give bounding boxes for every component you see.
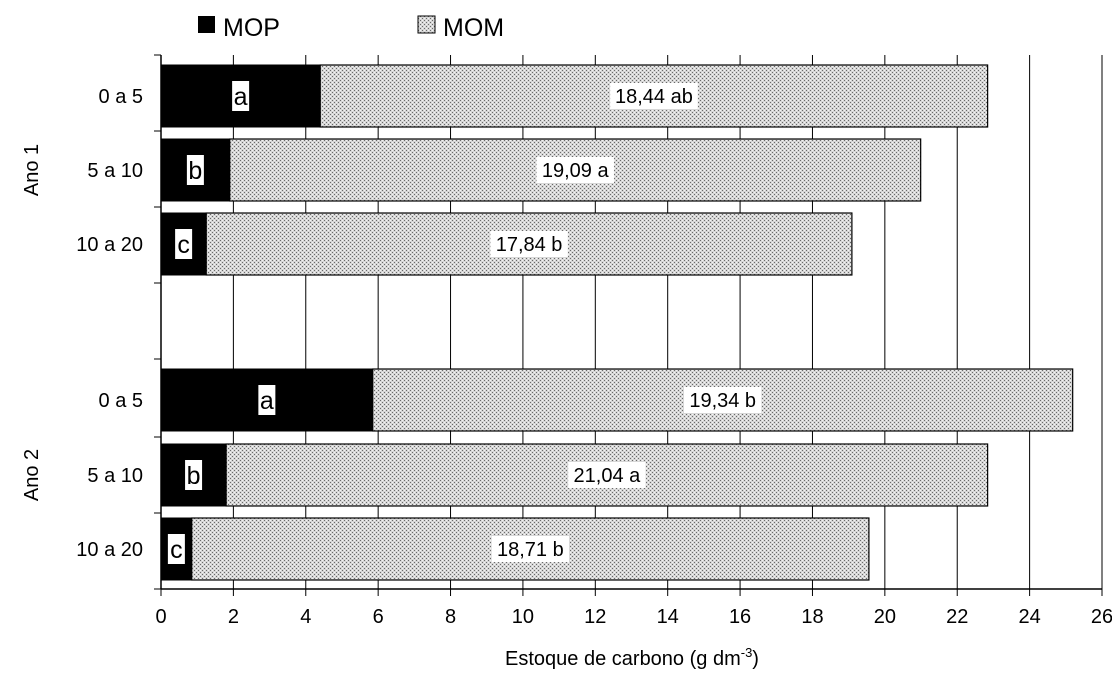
legend-swatch-mom xyxy=(418,16,435,33)
data-label-mop: c xyxy=(170,536,183,564)
x-axis-title: Estoque de carbono (g dm-3) xyxy=(505,645,759,670)
x-tick-label: 22 xyxy=(946,606,968,628)
x-tick-label: 10 xyxy=(512,606,534,628)
data-label-mom: 19,34 b xyxy=(689,390,756,412)
y-category-label: 0 a 5 xyxy=(99,390,143,412)
data-label-mom: 21,04 a xyxy=(574,465,642,487)
x-tick-label: 16 xyxy=(729,606,751,628)
x-tick-label: 2 xyxy=(228,606,239,628)
legend-label-mop: MOP xyxy=(223,14,280,42)
x-tick-label: 0 xyxy=(155,606,166,628)
x-tick-label: 20 xyxy=(874,606,896,628)
x-tick-label: 18 xyxy=(801,606,823,628)
data-label-mop: b xyxy=(187,462,201,490)
data-label-mom: 18,71 b xyxy=(497,539,564,561)
y-category-label: 10 a 20 xyxy=(76,234,143,256)
legend: MOP MOM xyxy=(198,14,504,42)
y-category-label: 5 a 10 xyxy=(87,160,143,182)
axes xyxy=(154,55,1102,596)
data-label-mop: a xyxy=(260,387,274,415)
x-tick-label: 24 xyxy=(1018,606,1040,628)
legend-label-mom: MOM xyxy=(443,14,504,42)
legend-swatch-mop xyxy=(198,16,215,33)
data-label-mom: 18,44 ab xyxy=(615,86,693,108)
x-tick-labels: 0 2 4 6 8 10 12 14 16 18 20 22 24 26 xyxy=(155,606,1112,628)
data-label-mop: a xyxy=(234,83,248,111)
data-label-mom: 17,84 b xyxy=(496,234,563,256)
x-tick-label: 14 xyxy=(657,606,679,628)
group-label: Ano 2 xyxy=(21,449,43,501)
bars: a 18,44 ab b 19,09 a c 17,84 b a 19,34 b b 21,04 … xyxy=(161,65,1073,580)
data-label-mop: c xyxy=(177,231,190,259)
x-tick-label: 6 xyxy=(373,606,384,628)
group-label: Ano 1 xyxy=(21,144,43,196)
x-tick-label: 12 xyxy=(584,606,606,628)
y-category-label: 0 a 5 xyxy=(99,86,143,108)
data-label-mom: 19,09 a xyxy=(542,160,610,182)
y-category-label: 5 a 10 xyxy=(87,465,143,487)
group-labels: Ano 1 Ano 2 xyxy=(21,144,43,501)
grid xyxy=(233,55,1102,589)
x-tick-label: 4 xyxy=(300,606,311,628)
y-category-label: 10 a 20 xyxy=(76,539,143,561)
data-label-mop: b xyxy=(188,157,202,185)
x-tick-label: 26 xyxy=(1091,606,1112,628)
x-tick-label: 8 xyxy=(445,606,456,628)
y-category-labels: 0 a 5 5 a 10 10 a 20 0 a 5 5 a 10 10 a 20 xyxy=(76,86,143,561)
